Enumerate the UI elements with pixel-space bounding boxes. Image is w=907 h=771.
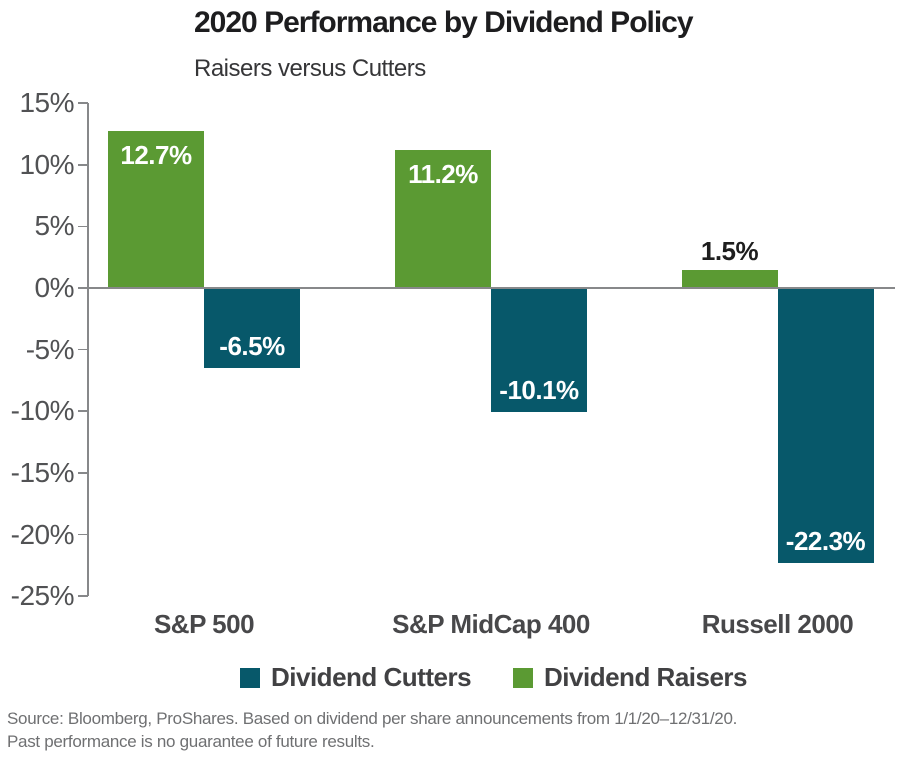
chart-subtitle: Raisers versus Cutters: [194, 55, 426, 82]
y-axis-tick: [78, 102, 88, 104]
y-axis-tick-label: 10%: [19, 148, 74, 180]
zero-baseline: [88, 287, 895, 289]
bar: [204, 288, 300, 369]
legend-item-raisers: Dividend Raisers: [513, 662, 748, 693]
x-axis-category-label: Russell 2000: [701, 609, 854, 639]
y-axis-tick-label: -5%: [25, 333, 75, 365]
y-axis-tick: [78, 410, 88, 413]
y-axis-tick-label: 15%: [19, 87, 74, 119]
bar-value-label: 12.7%: [120, 140, 192, 171]
y-axis-tick-label: -15%: [10, 456, 75, 488]
y-axis-tick: [78, 163, 88, 166]
bar: [491, 288, 587, 413]
source-line-1: Source: Bloomberg, ProShares. Based on d…: [7, 709, 738, 728]
y-axis-tick-label: -20%: [10, 518, 75, 550]
x-axis-category-label: S&P 500: [153, 609, 255, 639]
bar: [395, 149, 491, 288]
legend-item-cutters: Dividend Cutters: [240, 662, 472, 693]
y-axis-line: [87, 103, 89, 597]
bar: [777, 288, 874, 563]
chart-title: 2020 Performance by Dividend Policy: [194, 6, 694, 39]
legend: Dividend Cutters Dividend Raisers: [240, 662, 748, 693]
y-axis-tick-label: -25%: [10, 580, 75, 612]
y-axis-tick-label: 5%: [34, 210, 75, 242]
y-axis-tick: [78, 348, 88, 351]
y-axis-tick: [78, 287, 88, 289]
cutters-swatch-icon: [240, 667, 260, 688]
source-line-2: Past performance is no guarantee of futu…: [7, 732, 375, 751]
legend-label-cutters: Dividend Cutters: [271, 662, 472, 692]
bar-value-label: -6.5%: [219, 331, 285, 362]
bar-value-label: 1.5%: [700, 235, 759, 266]
bar: [108, 131, 204, 288]
source-note: Source: Bloomberg, ProShares. Based on d…: [7, 707, 737, 753]
y-axis-tick-label: -10%: [10, 395, 75, 427]
bar-value-label: -10.1%: [499, 375, 579, 406]
legend-label-raisers: Dividend Raisers: [544, 662, 748, 692]
y-axis-tick: [78, 472, 88, 474]
y-axis-tick-label: 0%: [34, 272, 75, 303]
bar-value-label: -22.3%: [785, 525, 866, 556]
y-axis-tick: [78, 225, 88, 228]
y-axis-tick: [78, 595, 88, 597]
bar-value-label: 11.2%: [408, 158, 478, 189]
x-axis-category-label: S&P MidCap 400: [392, 609, 590, 639]
raisers-swatch-icon: [513, 667, 534, 688]
bar: [681, 269, 778, 288]
y-axis-tick: [78, 533, 88, 536]
